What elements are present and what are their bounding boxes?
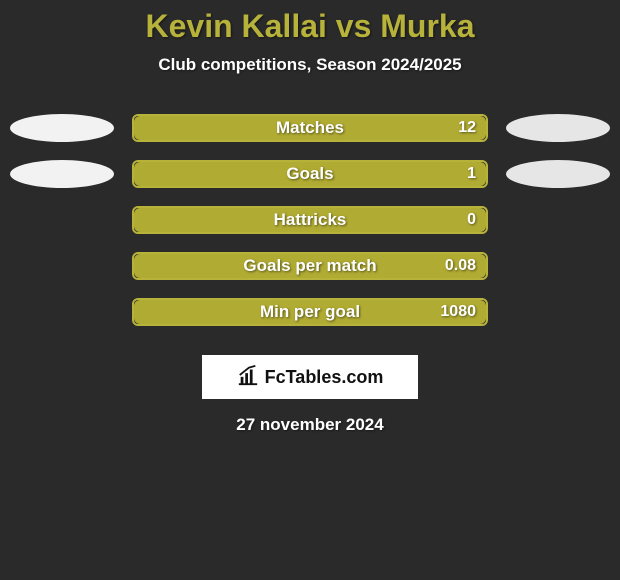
stat-bar: Min per goal1080 [132,298,488,326]
stat-value: 1 [467,162,476,186]
stat-bar: Goals1 [132,160,488,188]
stat-row: Goals1 [10,151,610,197]
stat-value: 1080 [440,300,476,324]
stats-area: Matches12 Goals1 Hattricks0 Goals per match… [0,105,620,335]
stat-label: Min per goal [134,300,486,324]
stat-bar: Hattricks0 [132,206,488,234]
stat-value: 12 [458,116,476,140]
logo-text: FcTables.com [265,367,384,388]
stat-label: Goals per match [134,254,486,278]
stat-label: Matches [134,116,486,140]
stat-row: Min per goal1080 [10,289,610,335]
stat-bar: Matches12 [132,114,488,142]
chart-icon [237,364,259,391]
right-ellipse [506,114,610,142]
left-ellipse [10,114,114,142]
date-text: 27 november 2024 [0,415,620,435]
left-ellipse [10,160,114,188]
stat-label: Hattricks [134,208,486,232]
stat-label: Goals [134,162,486,186]
stat-row: Goals per match0.08 [10,243,610,289]
logo-box: FcTables.com [202,355,418,399]
stat-bar: Goals per match0.08 [132,252,488,280]
stat-row: Hattricks0 [10,197,610,243]
page-title: Kevin Kallai vs Murka [0,0,620,45]
right-ellipse [506,160,610,188]
stat-value: 0 [467,208,476,232]
stat-row: Matches12 [10,105,610,151]
subtitle: Club competitions, Season 2024/2025 [0,55,620,75]
stat-value: 0.08 [445,254,476,278]
